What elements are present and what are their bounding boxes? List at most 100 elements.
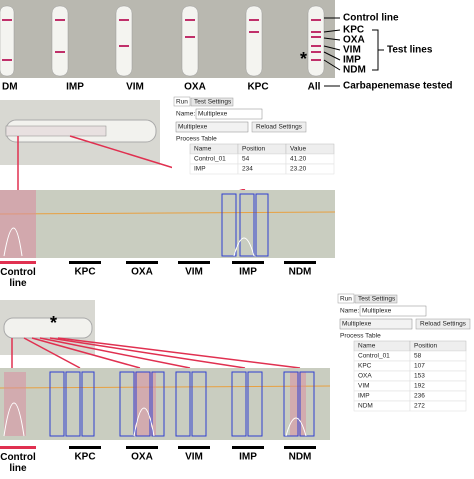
tab-label: Run <box>176 99 188 106</box>
cell-text: OXA <box>358 373 372 380</box>
table-title: Process Table <box>176 136 217 143</box>
region-label: VIM <box>185 267 203 278</box>
dropdown-value: Multiplexe <box>342 321 372 328</box>
region-label: OXA <box>131 267 153 278</box>
cell-text: VIM <box>358 383 370 390</box>
peaks <box>3 227 255 257</box>
legend-text: NDM <box>343 65 366 76</box>
tab-label: Run <box>340 296 352 303</box>
cell-text: Control_01 <box>194 156 226 163</box>
legend-arrows <box>323 17 384 87</box>
strip-label: OXA <box>184 82 206 93</box>
connectors <box>11 337 301 369</box>
label-bar <box>284 261 316 264</box>
legend-text: Carbapenemase tested <box>343 81 453 92</box>
button <box>415 318 471 330</box>
cassette <box>3 317 93 339</box>
tab-label: Test Settings <box>358 296 396 303</box>
legend-text: VIM <box>343 45 361 56</box>
region-label: KPC <box>74 452 95 463</box>
label-bar <box>232 446 264 449</box>
table-title: Process Table <box>340 333 381 340</box>
dropdown-value: Multiplexe <box>178 124 208 131</box>
tab <box>354 294 398 304</box>
cell <box>409 400 467 412</box>
cell-text: 41.20 <box>290 156 307 163</box>
control-bands <box>2 19 321 61</box>
legend-text: Control line <box>343 13 399 24</box>
cell-text: 153 <box>414 373 425 380</box>
strip-label: VIM <box>126 82 144 93</box>
cell-text: KPC <box>358 363 372 370</box>
strip-label: IMP <box>66 82 84 93</box>
input-value: Multiplexe <box>362 308 392 315</box>
region-label: KPC <box>74 267 95 278</box>
header-text: Name <box>358 343 376 350</box>
cell-text: 23.20 <box>290 166 307 173</box>
region-label: VIM <box>185 452 203 463</box>
legend-text: OXA <box>343 35 365 46</box>
baseline <box>0 211 336 215</box>
legend-text: Test lines <box>387 45 433 56</box>
asterisk: * <box>50 313 57 333</box>
label-bar <box>69 446 101 449</box>
cell-text: 234 <box>242 166 253 173</box>
region-label: Control line <box>0 267 36 289</box>
tab-label: Test Settings <box>194 99 232 106</box>
cell-text: IMP <box>194 166 206 173</box>
signal-graph <box>0 368 330 440</box>
label-band <box>0 78 335 96</box>
region-label: OXA <box>131 452 153 463</box>
asterisk: * <box>300 49 307 69</box>
cell-text: 58 <box>414 353 422 360</box>
strips <box>0 5 325 77</box>
cell-text: 236 <box>414 393 425 400</box>
dropdown <box>339 318 413 330</box>
label-bar <box>284 446 316 449</box>
cell-text: IMP <box>358 393 370 400</box>
baseline <box>0 385 331 389</box>
region-label: IMP <box>239 267 257 278</box>
header-text: Position <box>242 146 266 153</box>
cell-text: 192 <box>414 383 425 390</box>
region-label: Control line <box>0 452 36 474</box>
button-label: Reload Settings <box>420 321 467 328</box>
tab <box>173 96 191 107</box>
label-bar <box>126 261 158 264</box>
button <box>251 121 307 133</box>
region-label: NDM <box>289 267 312 278</box>
label-bar <box>0 261 36 264</box>
cell-text: 107 <box>414 363 425 370</box>
label-bar <box>0 446 36 449</box>
dropdown <box>175 121 249 133</box>
header-text: Value <box>290 146 307 153</box>
button-label: Reload Settings <box>256 124 303 131</box>
cell-text: 54 <box>242 156 250 163</box>
legend-text: KPC <box>343 25 364 36</box>
input-value: Multiplexe <box>198 111 228 118</box>
input <box>195 108 263 120</box>
field-label: Name: <box>340 308 359 315</box>
label-bar <box>178 446 210 449</box>
strip-label: DM <box>2 82 18 93</box>
header-text: Name <box>194 146 212 153</box>
cell-text: NDM <box>358 403 373 410</box>
cell-text: 272 <box>414 403 425 410</box>
strip-photo <box>0 0 335 78</box>
strip-label: KPC <box>247 82 268 93</box>
tab <box>190 97 234 107</box>
test-windows <box>49 371 315 437</box>
signal-graph <box>0 190 335 258</box>
tab <box>337 293 355 304</box>
peaks <box>3 402 307 437</box>
label-bar <box>69 261 101 264</box>
label-bar <box>126 446 158 449</box>
label-bar <box>178 261 210 264</box>
region-label: IMP <box>239 452 257 463</box>
field-label: Name: <box>176 111 195 118</box>
region-label: NDM <box>289 452 312 463</box>
legend-text: IMP <box>343 55 361 66</box>
input <box>359 305 427 317</box>
test-windows <box>221 193 269 257</box>
